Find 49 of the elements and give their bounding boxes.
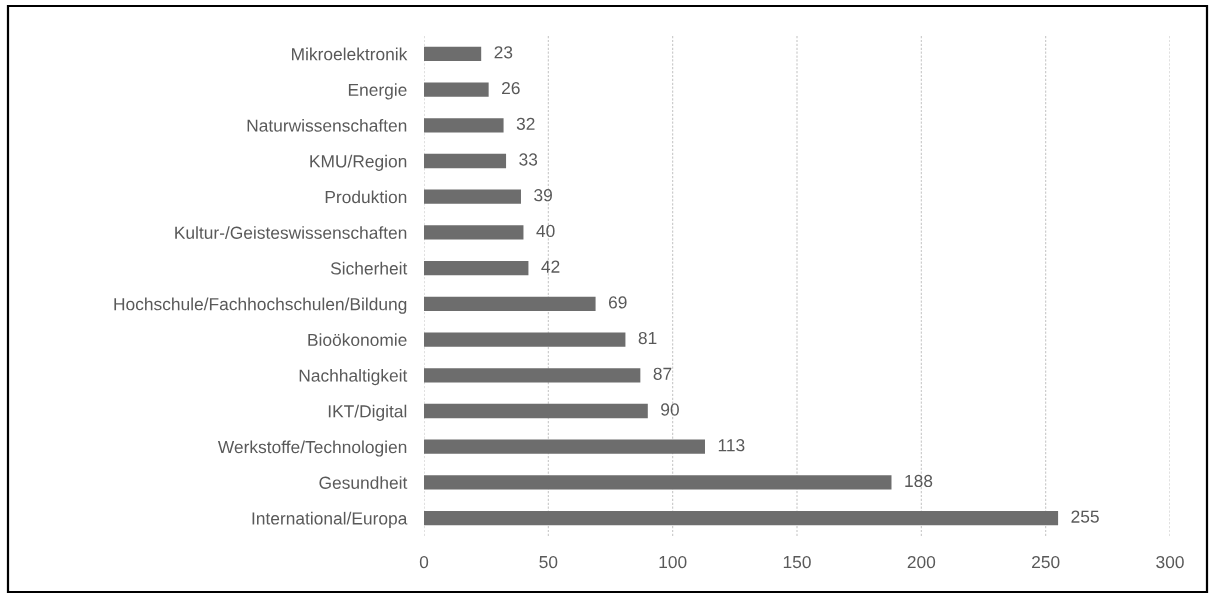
bar — [424, 296, 596, 311]
x-tick-label: 100 — [659, 555, 687, 569]
x-tick-label: 200 — [907, 555, 936, 569]
bar — [424, 332, 626, 347]
y-tick-label: International/Europa — [252, 511, 408, 529]
data-label: 33 — [519, 153, 538, 166]
y-tick-label: Sicherheit — [330, 261, 408, 275]
y-tick-label: Produktion — [325, 190, 407, 204]
data-label: 113 — [718, 439, 745, 452]
bar — [424, 118, 504, 133]
data-label: 26 — [502, 81, 520, 95]
bar — [424, 368, 641, 383]
data-label: 69 — [608, 296, 627, 309]
bar — [424, 225, 524, 240]
data-label: 81 — [638, 331, 657, 345]
bar — [424, 511, 1059, 526]
y-tick-label: Naturwissenschaften — [247, 119, 407, 132]
bar — [424, 475, 892, 490]
data-label: 87 — [653, 367, 672, 380]
bar — [424, 82, 489, 97]
y-tick-label: Energie — [348, 83, 407, 100]
bar — [424, 46, 482, 61]
data-label: 32 — [516, 117, 535, 130]
x-tick-label: 0 — [419, 555, 429, 569]
y-tick-label: Mikroelektronik — [292, 47, 408, 61]
y-tick-label: IKT/Digital — [328, 404, 407, 421]
x-tick-label: 50 — [539, 555, 558, 569]
bar — [424, 439, 705, 454]
x-tick-label: 150 — [783, 555, 811, 569]
data-label: 90 — [661, 403, 679, 416]
data-label: 39 — [534, 189, 552, 202]
data-label: 23 — [494, 46, 513, 59]
data-label: 40 — [536, 224, 555, 238]
data-label: 188 — [905, 474, 933, 488]
y-tick-label: Nachhaltigkeit — [299, 369, 408, 386]
x-tick-label: 250 — [1032, 555, 1060, 569]
data-label: 255 — [1071, 510, 1099, 523]
x-tick-label: 300 — [1156, 555, 1184, 569]
y-tick-label: Gesundheit — [319, 476, 408, 489]
y-tick-label: Werkstoffe/Technologien — [217, 440, 407, 457]
y-tick-label: Hochschule/Fachhochschulen/Bildung — [114, 297, 407, 314]
bar — [424, 189, 521, 204]
y-tick-label: Kultur-/Geisteswissenschaften — [175, 226, 407, 239]
bar — [424, 261, 529, 276]
bar — [424, 403, 648, 419]
y-tick-label: KMU/Region — [310, 154, 407, 171]
data-label: 42 — [541, 260, 560, 273]
bar — [424, 153, 507, 169]
y-tick-label: Bioökonomie — [308, 333, 407, 347]
